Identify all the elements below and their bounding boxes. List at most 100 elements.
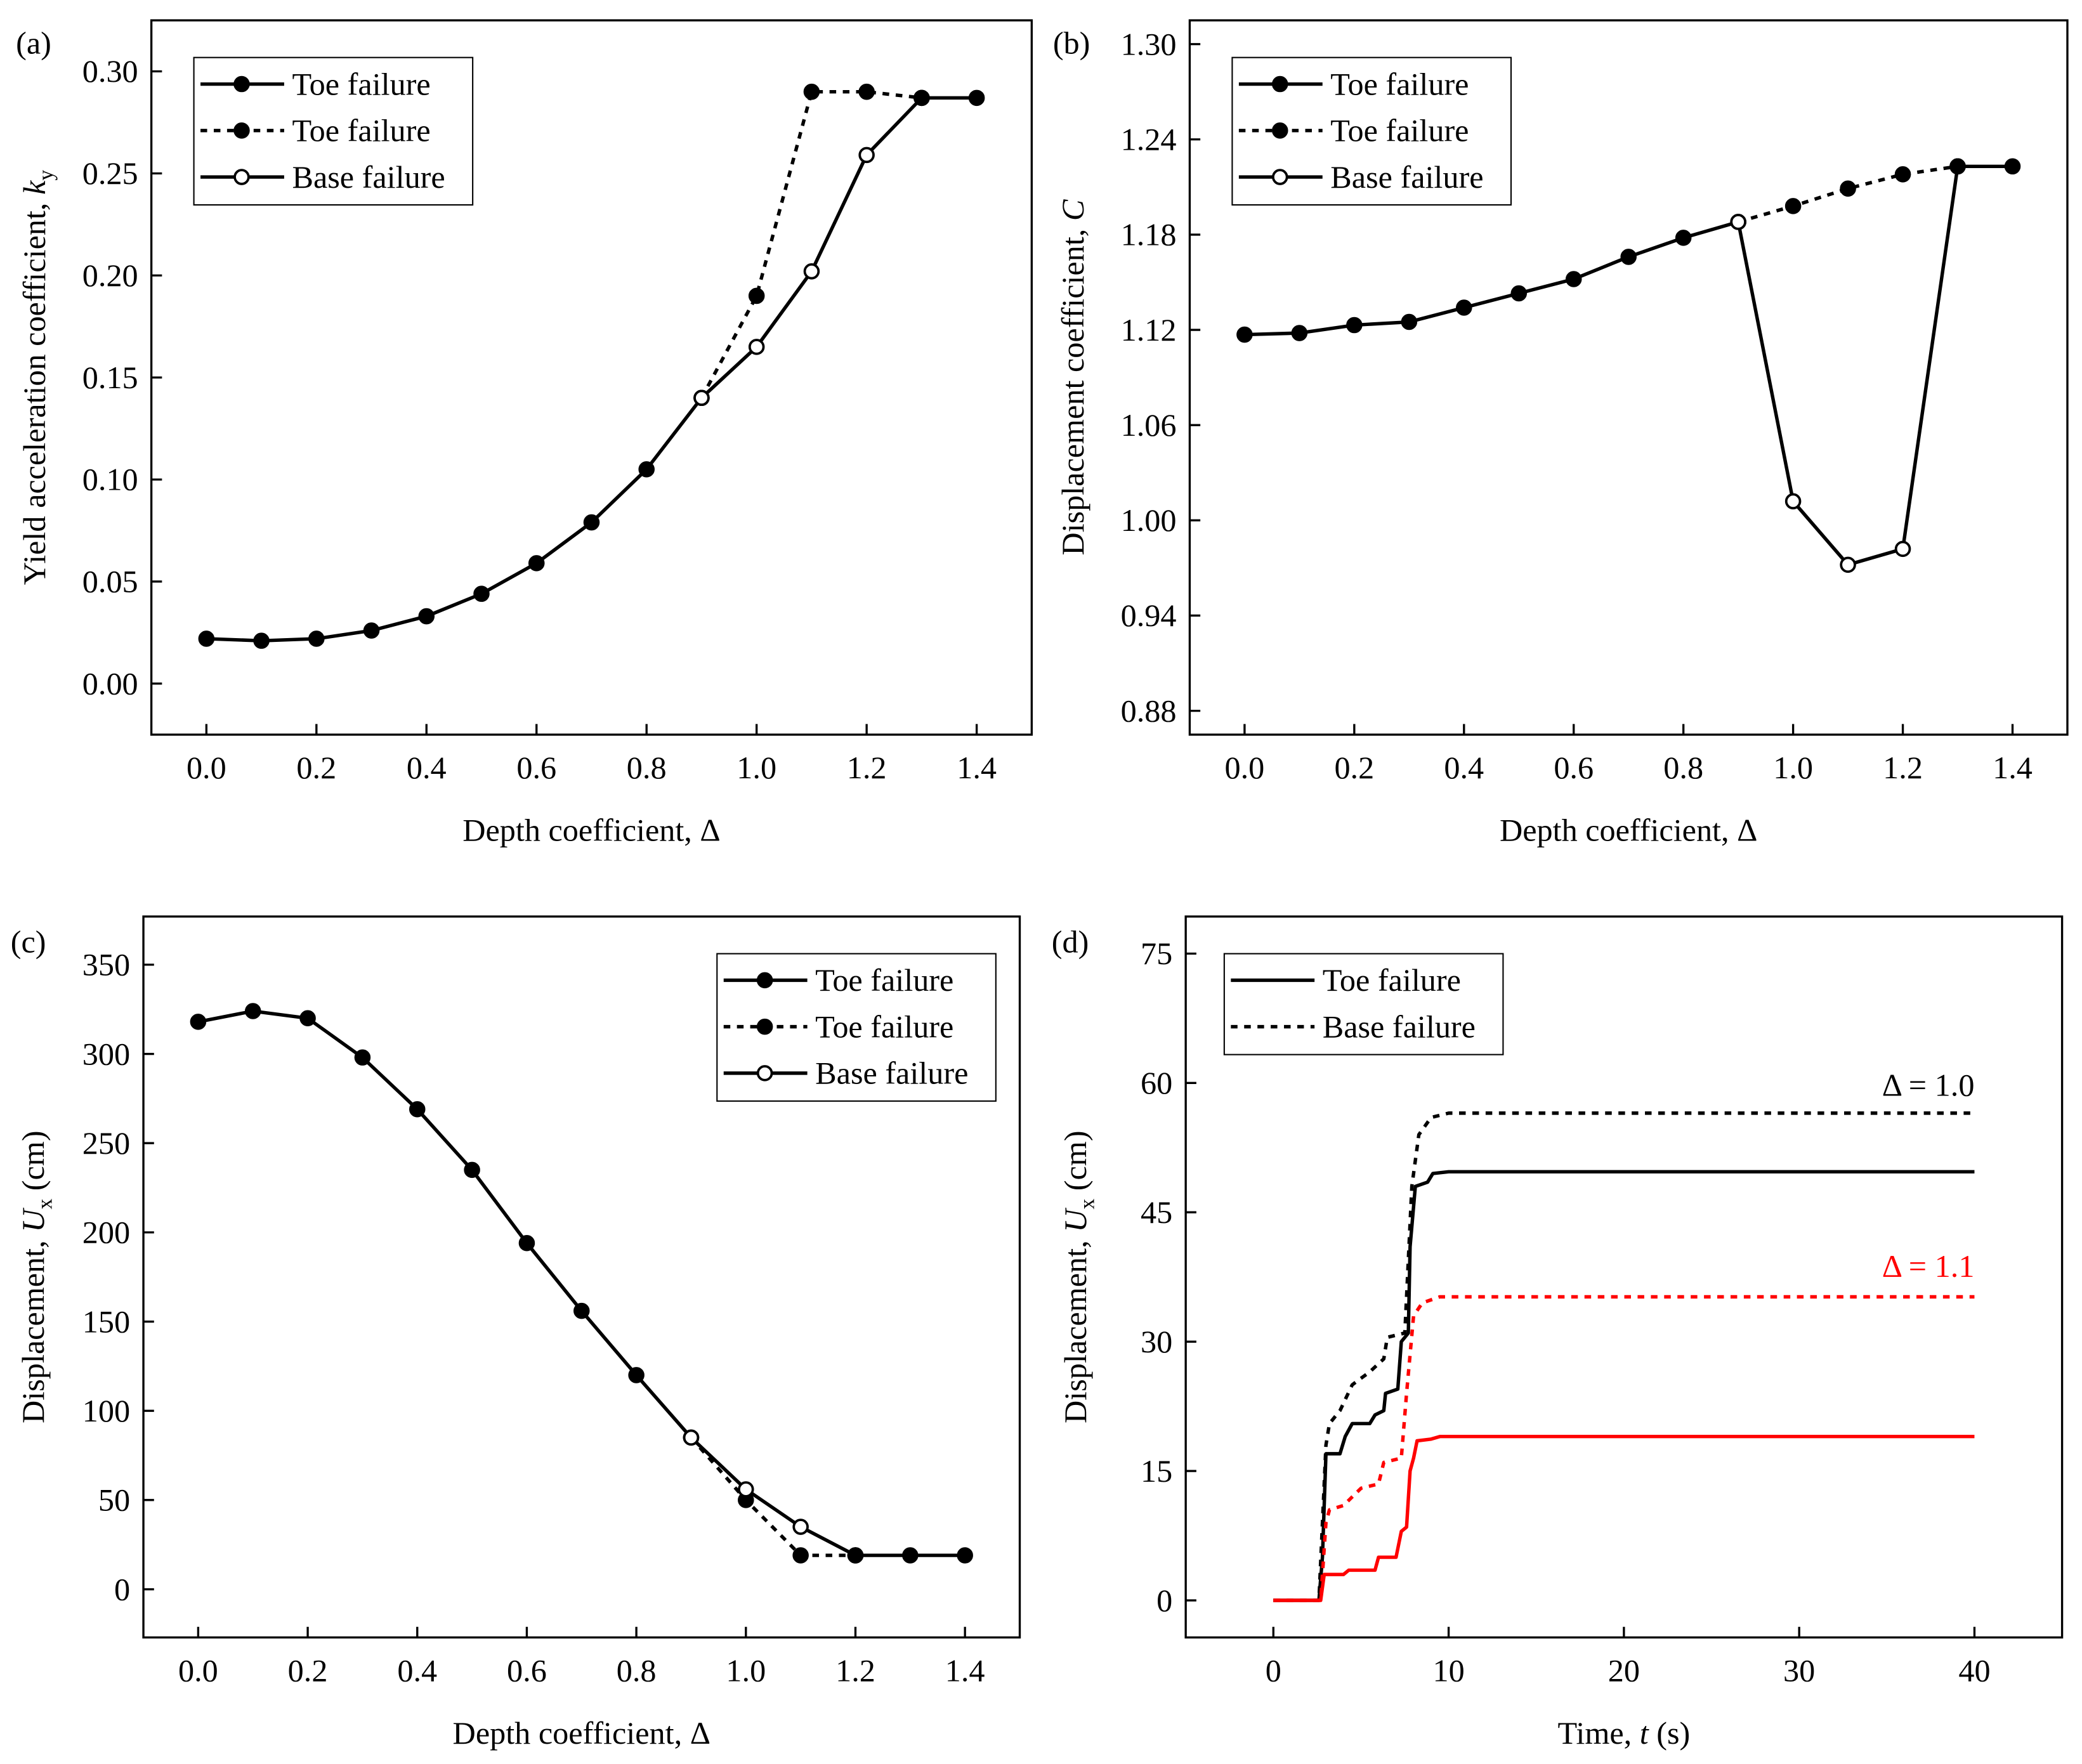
x-tick-label: 0.6	[1554, 750, 1594, 785]
series-line	[1273, 1434, 1975, 1602]
series-line	[1273, 1295, 1975, 1602]
x-tick-label: 0.0	[178, 1653, 218, 1689]
data-point	[1784, 493, 1802, 510]
data-point	[244, 1003, 261, 1019]
legend-box	[1223, 953, 1504, 1055]
y-axis-label-sub: x	[1076, 1198, 1099, 1209]
y-axis-label: Displacement coefficient, C	[1055, 199, 1090, 556]
data-point	[409, 1101, 426, 1118]
x-tick-label: 1.0	[726, 1653, 766, 1689]
legend: Toe failure Base failure	[1223, 953, 1504, 1055]
data-point	[748, 339, 765, 355]
panel-label: (d)	[1052, 924, 1089, 959]
legend: Toe failure Toe failure Base failure	[716, 953, 997, 1102]
x-tick-label: 1.4	[945, 1653, 985, 1689]
y-tick-label: 0.10	[82, 462, 138, 497]
data-point	[1401, 313, 1418, 330]
y-tick-label: 1.06	[1121, 407, 1177, 443]
y-tick-label: 15	[1141, 1453, 1172, 1489]
series-line	[690, 1436, 856, 1557]
x-tick-label: 1.2	[847, 750, 887, 785]
data-point	[792, 1547, 809, 1564]
data-point	[253, 632, 270, 649]
data-point	[1236, 326, 1253, 343]
data-point	[1730, 214, 1746, 230]
x-tick-label: 0.4	[407, 750, 447, 785]
legend-label: Base failure	[292, 159, 445, 195]
y-tick-label: 0.20	[82, 258, 138, 293]
panel-label: (c)	[11, 924, 46, 959]
legend-marker	[233, 75, 250, 93]
y-axis-label-text: Displacement coefficient,	[1055, 221, 1090, 556]
data-point	[1291, 325, 1308, 341]
y-tick-label: 0.88	[1121, 693, 1177, 728]
data-point	[1565, 271, 1582, 287]
y-tick-label: 50	[98, 1482, 130, 1518]
y-axis-label-sub: x	[34, 1198, 57, 1209]
series-line	[206, 396, 704, 643]
chart-panel-a: (a) 0.0 0.2 0.4 0.6 0.8 1.0 1.2 1.4 0.00 0.05 0.10 0…	[16, 19, 1033, 848]
data-point	[1840, 556, 1856, 573]
annotation-label: Δ = 1.0	[1882, 1068, 1975, 1103]
x-tick-label: 10	[1432, 1653, 1464, 1689]
annotation-label: Δ = 1.1	[1882, 1248, 1975, 1284]
y-tick-label: 0	[1156, 1583, 1172, 1618]
y-axis-label: Displacement, Ux (cm)	[15, 1130, 57, 1423]
x-axis-label-unit: (s)	[1649, 1715, 1691, 1751]
legend-marker	[756, 972, 773, 989]
legend-label: Toe failure	[1330, 66, 1469, 101]
x-tick-label: 20	[1608, 1653, 1640, 1689]
y-tick-label: 0.15	[82, 360, 138, 395]
x-tick-label: 0.4	[1444, 750, 1484, 785]
y-tick-label: 45	[1141, 1194, 1172, 1230]
data-point	[1840, 180, 1856, 197]
y-tick-label: 300	[82, 1036, 130, 1071]
data-point	[528, 555, 545, 572]
chart-panel-b: (b) 0.0 0.2 0.4 0.6 0.8 1.0 1.2 1.4 0.88 0.94 1.00 1…	[1053, 19, 2069, 848]
x-tick-label: 0.2	[1334, 750, 1374, 785]
data-point	[573, 1302, 590, 1319]
data-point	[1949, 158, 1966, 175]
data-point	[363, 622, 380, 639]
x-tick-label: 1.4	[957, 750, 997, 785]
data-point	[198, 630, 215, 647]
x-tick-label: 1.4	[1993, 750, 2033, 785]
series-line	[700, 96, 923, 400]
y-tick-label: 0	[114, 1571, 130, 1607]
x-tick-label: 0.0	[187, 750, 226, 785]
legend-label: Toe failure	[1330, 113, 1469, 148]
legend-marker	[233, 169, 250, 185]
data-point	[418, 608, 435, 625]
y-axis-label-var: U	[1057, 1208, 1093, 1232]
x-tick-label: 1.0	[1773, 750, 1813, 785]
data-point	[464, 1161, 480, 1179]
y-tick-label: 1.12	[1121, 312, 1177, 348]
legend-marker	[756, 1065, 773, 1081]
x-axis-label: Depth coefficient, Δ	[453, 1715, 710, 1751]
x-axis-label: Depth coefficient, Δ	[462, 813, 720, 848]
series-line	[700, 89, 922, 399]
y-tick-label: 0.30	[82, 53, 138, 89]
data-point	[748, 287, 765, 304]
x-tick-label: 1.2	[1883, 750, 1923, 785]
data-point	[2004, 158, 2021, 175]
x-tick-label: 40	[1958, 1653, 1990, 1689]
plot-frame	[142, 915, 1021, 1639]
x-tick-label: 30	[1783, 1653, 1815, 1689]
data-point	[1510, 285, 1528, 302]
y-tick-label: 1.30	[1121, 26, 1177, 62]
x-tick-label: 0.8	[627, 750, 667, 785]
y-tick-label: 1.24	[1121, 121, 1177, 157]
data-point	[858, 147, 875, 164]
y-tick-label: 0.05	[82, 564, 138, 599]
y-axis-label-var: k	[16, 180, 52, 195]
y-axis-label-text: Displacement,	[1057, 1232, 1093, 1423]
series-line	[690, 1436, 856, 1557]
y-axis-label-var: C	[1055, 199, 1090, 221]
x-tick-label: 0	[1266, 1653, 1281, 1689]
data-point	[473, 585, 490, 602]
data-point	[693, 389, 710, 407]
series-line	[1736, 166, 1960, 567]
data-point	[738, 1481, 754, 1498]
